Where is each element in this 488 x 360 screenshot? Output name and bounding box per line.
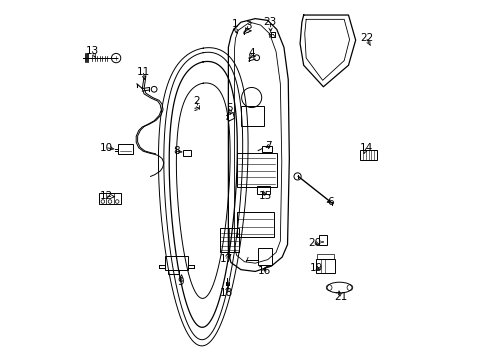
Text: 10: 10 xyxy=(100,143,113,153)
Bar xyxy=(236,212,274,237)
Text: 3: 3 xyxy=(244,21,251,31)
Bar xyxy=(359,150,376,160)
Text: 6: 6 xyxy=(326,197,333,207)
Text: 18: 18 xyxy=(220,288,233,298)
Text: 9: 9 xyxy=(177,277,184,287)
Text: 2: 2 xyxy=(192,96,199,106)
Text: 13: 13 xyxy=(85,46,99,56)
Text: 16: 16 xyxy=(257,266,270,276)
Text: 21: 21 xyxy=(333,292,346,302)
Bar xyxy=(183,150,190,156)
Text: 17: 17 xyxy=(220,254,233,264)
Bar xyxy=(261,145,271,152)
Bar xyxy=(241,107,264,126)
Bar xyxy=(164,256,188,270)
Text: 14: 14 xyxy=(359,143,372,153)
Text: 23: 23 xyxy=(263,17,276,27)
Bar xyxy=(220,228,238,252)
Text: 1: 1 xyxy=(232,19,238,29)
Text: 4: 4 xyxy=(248,48,254,58)
Text: 22: 22 xyxy=(359,33,372,43)
Text: 15: 15 xyxy=(258,191,271,201)
Bar xyxy=(99,193,121,204)
Text: 12: 12 xyxy=(100,191,113,201)
Text: 11: 11 xyxy=(137,67,150,77)
Text: 5: 5 xyxy=(225,103,232,113)
Bar xyxy=(118,144,132,154)
Text: 20: 20 xyxy=(307,238,320,248)
Text: 19: 19 xyxy=(309,263,322,273)
Bar xyxy=(316,253,333,259)
Text: 7: 7 xyxy=(265,141,272,151)
Bar xyxy=(319,234,326,244)
Text: 8: 8 xyxy=(173,146,179,156)
Bar xyxy=(237,153,276,187)
Bar xyxy=(316,259,334,273)
Bar xyxy=(258,248,271,265)
Bar xyxy=(168,270,178,274)
Bar xyxy=(257,186,269,194)
